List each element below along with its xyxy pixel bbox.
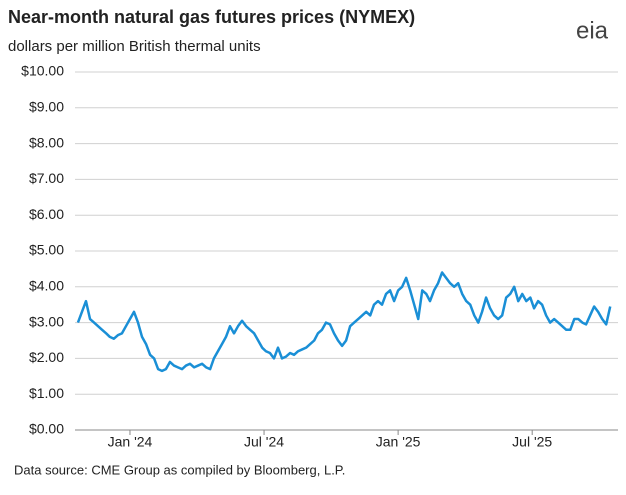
y-tick-label: $1.00 [29,385,64,401]
y-tick-label: $8.00 [29,134,64,150]
y-tick-label: $5.00 [29,242,64,258]
x-tick-label: Jan '25 [376,434,421,450]
y-tick-label: $9.00 [29,99,64,115]
chart-title: Near-month natural gas futures prices (N… [8,7,415,27]
y-tick-label: $3.00 [29,313,64,329]
y-tick-label: $7.00 [29,170,64,186]
x-tick-label: Jan '24 [108,434,153,450]
x-tick-label: Jul '24 [244,434,284,450]
y-tick-label: $6.00 [29,206,64,222]
source-note: Data source: CME Group as compiled by Bl… [14,462,345,477]
logo: eia [576,17,609,44]
y-tick-label: $10.00 [21,63,64,79]
y-tick-label: $4.00 [29,278,64,294]
subtitle: dollars per million British thermal unit… [8,38,261,55]
y-tick-label: $0.00 [29,421,64,437]
x-tick-label: Jul '25 [512,434,552,450]
price-line [76,271,612,373]
y-tick-label: $2.00 [29,349,64,365]
